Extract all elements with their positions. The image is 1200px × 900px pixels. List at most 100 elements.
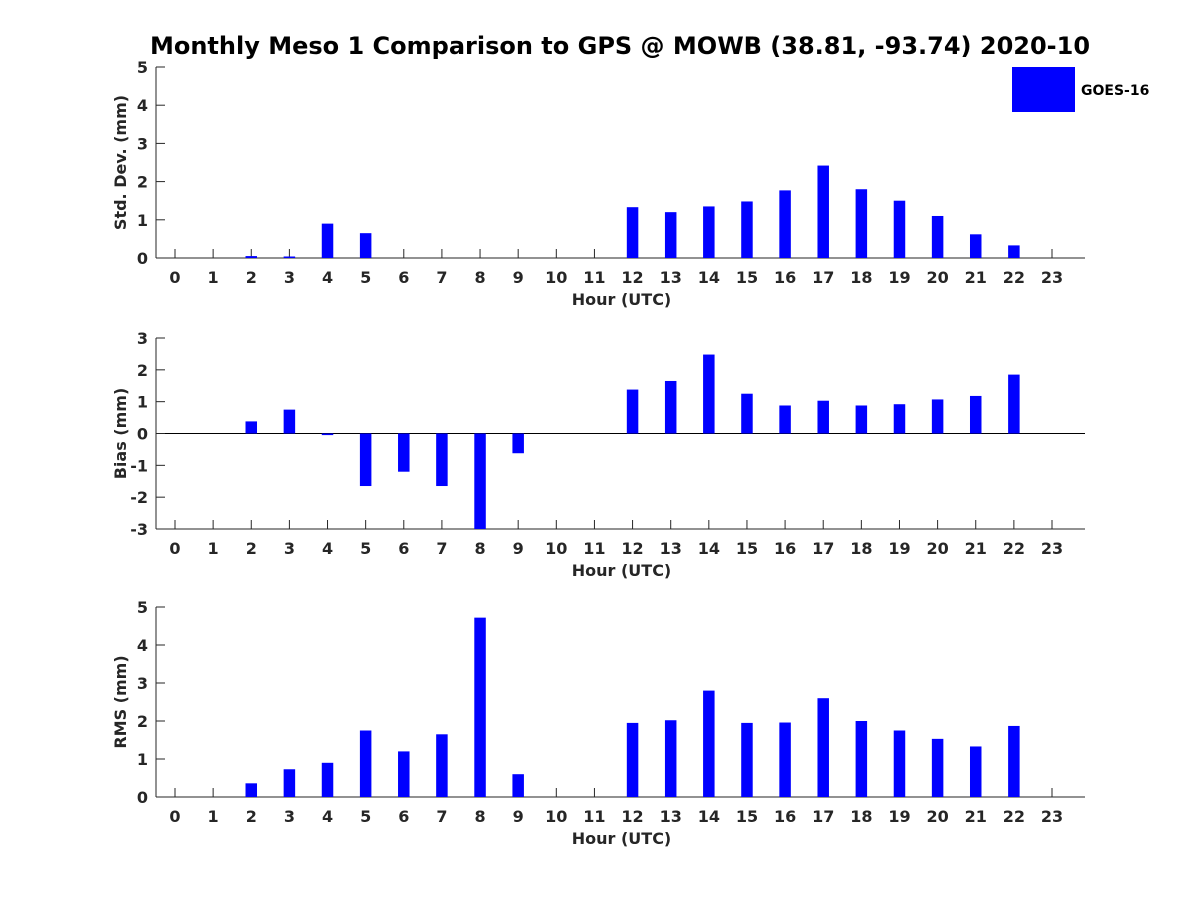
bar-hour-3 bbox=[283, 769, 296, 797]
y-tick-label: 3 bbox=[137, 329, 148, 348]
x-tick-label: 15 bbox=[736, 807, 758, 826]
x-tick-label: 10 bbox=[545, 807, 567, 826]
x-tick-label: 0 bbox=[169, 807, 180, 826]
bar-hour-12 bbox=[626, 207, 639, 258]
y-tick-label: 1 bbox=[137, 393, 148, 412]
y-axis-label: Bias (mm) bbox=[111, 388, 130, 480]
x-tick-label: 2 bbox=[246, 268, 257, 287]
x-tick-label: 4 bbox=[322, 539, 333, 558]
x-tick-label: 11 bbox=[583, 539, 605, 558]
y-tick-label: 5 bbox=[137, 58, 148, 77]
y-tick-label: 4 bbox=[137, 96, 148, 115]
x-tick-label: 15 bbox=[736, 268, 758, 287]
bar-hour-5 bbox=[359, 433, 372, 487]
x-tick-label: 12 bbox=[621, 268, 643, 287]
bar-hour-2 bbox=[245, 256, 258, 258]
x-tick-label: 9 bbox=[513, 539, 524, 558]
bar-hour-18 bbox=[855, 721, 868, 797]
x-tick-label: 21 bbox=[965, 268, 987, 287]
y-tick-label: 0 bbox=[137, 788, 148, 807]
x-tick-label: 21 bbox=[965, 807, 987, 826]
y-tick-label: 3 bbox=[137, 674, 148, 693]
bar-hour-17 bbox=[817, 400, 829, 434]
x-tick-label: 8 bbox=[474, 268, 485, 287]
x-tick-label: 23 bbox=[1041, 539, 1063, 558]
x-tick-label: 14 bbox=[698, 807, 720, 826]
bar-hour-6 bbox=[398, 751, 410, 797]
x-tick-label: 6 bbox=[398, 539, 409, 558]
x-axis-label: Hour (UTC) bbox=[572, 561, 672, 580]
x-tick-label: 4 bbox=[322, 268, 333, 287]
bar-hour-3 bbox=[283, 409, 296, 434]
x-tick-label: 9 bbox=[513, 807, 524, 826]
bar-hour-21 bbox=[969, 234, 982, 258]
x-tick-label: 1 bbox=[208, 539, 219, 558]
x-tick-label: 18 bbox=[850, 807, 872, 826]
x-tick-label: 22 bbox=[1003, 807, 1025, 826]
y-tick-label: -2 bbox=[130, 488, 148, 507]
x-tick-label: 7 bbox=[436, 539, 447, 558]
bar-hour-17 bbox=[817, 165, 829, 258]
y-tick-label: 5 bbox=[137, 598, 148, 617]
bar-hour-2 bbox=[245, 783, 258, 797]
x-tick-label: 15 bbox=[736, 539, 758, 558]
x-tick-label: 17 bbox=[812, 268, 834, 287]
bar-hour-20 bbox=[931, 738, 944, 797]
x-tick-label: 10 bbox=[545, 539, 567, 558]
bar-hour-13 bbox=[664, 380, 677, 434]
x-tick-label: 11 bbox=[583, 268, 605, 287]
bar-hour-14 bbox=[703, 690, 715, 797]
bar-hour-9 bbox=[512, 774, 524, 797]
x-tick-label: 5 bbox=[360, 268, 371, 287]
x-tick-label: 8 bbox=[474, 807, 485, 826]
bar-hour-14 bbox=[703, 206, 715, 258]
bar-hour-13 bbox=[664, 720, 677, 797]
x-tick-label: 19 bbox=[888, 539, 910, 558]
x-tick-label: 12 bbox=[621, 807, 643, 826]
x-tick-label: 16 bbox=[774, 268, 796, 287]
x-tick-label: 17 bbox=[812, 539, 834, 558]
bar-hour-16 bbox=[779, 722, 791, 797]
x-tick-label: 7 bbox=[436, 268, 447, 287]
x-axis-label: Hour (UTC) bbox=[572, 829, 672, 848]
x-tick-label: 18 bbox=[850, 268, 872, 287]
legend-label-goes-16: GOES-16 bbox=[1081, 83, 1149, 99]
y-tick-label: 0 bbox=[137, 249, 148, 268]
bar-hour-14 bbox=[703, 354, 715, 434]
bar-hour-19 bbox=[893, 404, 906, 434]
bar-hour-16 bbox=[779, 190, 791, 258]
bar-hour-20 bbox=[931, 399, 944, 434]
x-tick-label: 3 bbox=[284, 807, 295, 826]
x-tick-label: 9 bbox=[513, 268, 524, 287]
x-tick-label: 21 bbox=[965, 539, 987, 558]
x-tick-label: 13 bbox=[660, 807, 682, 826]
bar-hour-15 bbox=[741, 393, 753, 434]
y-axis-label: RMS (mm) bbox=[111, 655, 130, 748]
bar-hour-22 bbox=[1008, 245, 1020, 258]
bar-hour-5 bbox=[359, 730, 372, 797]
bar-hour-19 bbox=[893, 730, 906, 797]
bar-hour-3 bbox=[283, 256, 296, 258]
x-tick-label: 20 bbox=[926, 807, 948, 826]
y-tick-label: 2 bbox=[137, 712, 148, 731]
bar-hour-15 bbox=[741, 722, 753, 797]
bar-hour-22 bbox=[1008, 725, 1020, 797]
x-tick-label: 1 bbox=[208, 268, 219, 287]
x-tick-label: 3 bbox=[284, 268, 295, 287]
x-tick-label: 20 bbox=[926, 268, 948, 287]
x-tick-label: 6 bbox=[398, 268, 409, 287]
bar-hour-2 bbox=[245, 421, 258, 434]
bar-hour-4 bbox=[321, 223, 334, 258]
y-tick-label: 1 bbox=[137, 211, 148, 230]
x-tick-label: 11 bbox=[583, 807, 605, 826]
bar-hour-21 bbox=[969, 746, 982, 797]
bar-hour-8 bbox=[474, 433, 486, 529]
legend: GOES-16 bbox=[1012, 67, 1149, 112]
bar-hour-4 bbox=[321, 762, 334, 797]
x-tick-label: 6 bbox=[398, 807, 409, 826]
x-tick-label: 18 bbox=[850, 539, 872, 558]
